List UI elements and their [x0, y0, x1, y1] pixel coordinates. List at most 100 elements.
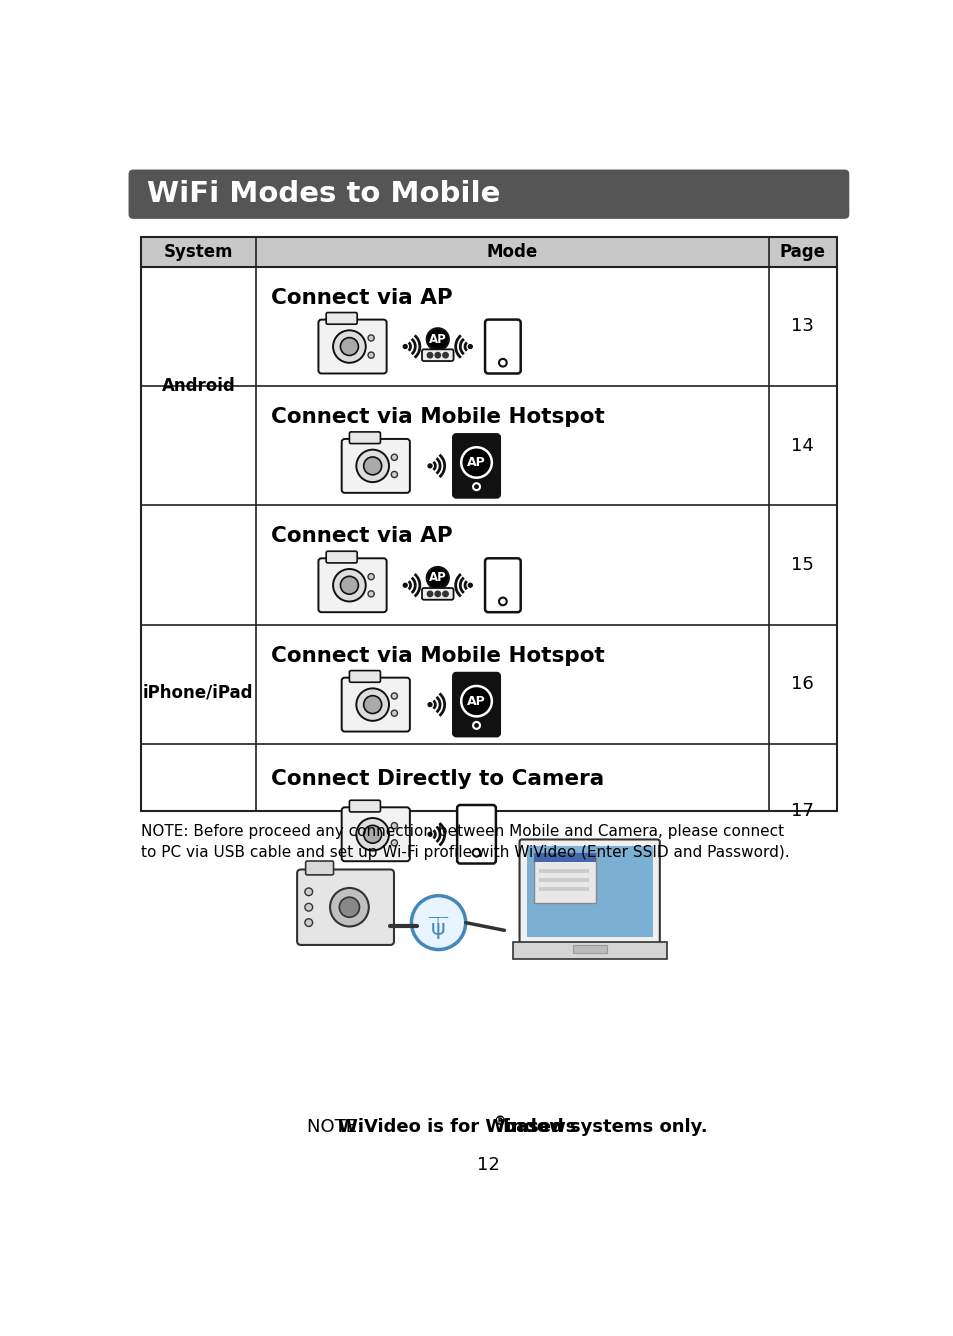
Text: 17: 17	[791, 803, 813, 820]
Circle shape	[473, 721, 479, 729]
Text: Connect via AP: Connect via AP	[271, 287, 453, 307]
FancyBboxPatch shape	[453, 673, 499, 736]
Circle shape	[442, 592, 448, 597]
Circle shape	[468, 345, 472, 349]
Text: 14: 14	[791, 437, 813, 454]
Text: Page: Page	[779, 243, 825, 261]
Circle shape	[339, 898, 359, 918]
Text: NOTE: Before proceed any connection between Mobile and Camera, please connect
to: NOTE: Before proceed any connection betw…	[141, 824, 789, 860]
Bar	[141, 238, 836, 267]
Circle shape	[340, 338, 358, 355]
Circle shape	[460, 448, 492, 478]
Circle shape	[428, 464, 432, 468]
FancyBboxPatch shape	[349, 432, 380, 444]
Text: 16: 16	[791, 675, 813, 693]
Circle shape	[426, 566, 448, 589]
FancyBboxPatch shape	[318, 558, 386, 612]
Text: Mode: Mode	[486, 243, 537, 261]
Text: Connect via Mobile Hotspot: Connect via Mobile Hotspot	[271, 645, 604, 665]
Circle shape	[426, 329, 448, 350]
FancyBboxPatch shape	[326, 313, 356, 325]
Text: iPhone/iPad: iPhone/iPad	[143, 683, 253, 701]
Bar	[538, 868, 589, 872]
FancyBboxPatch shape	[341, 807, 410, 862]
Circle shape	[391, 840, 397, 846]
Bar	[534, 852, 596, 862]
Circle shape	[391, 472, 397, 477]
Circle shape	[368, 335, 374, 341]
Circle shape	[428, 703, 432, 707]
Text: based systems only.: based systems only.	[497, 1118, 707, 1136]
Circle shape	[368, 353, 374, 358]
Circle shape	[391, 693, 397, 699]
Circle shape	[363, 696, 381, 713]
Circle shape	[498, 359, 506, 366]
FancyBboxPatch shape	[349, 800, 380, 812]
Circle shape	[333, 330, 365, 363]
Text: ─┬─: ─┬─	[428, 914, 448, 923]
Text: System: System	[163, 243, 233, 261]
Circle shape	[473, 484, 479, 490]
Circle shape	[428, 832, 432, 836]
Bar	[512, 942, 666, 959]
Circle shape	[363, 457, 381, 474]
Text: WiVideo is for Windows: WiVideo is for Windows	[337, 1118, 576, 1136]
Text: 15: 15	[791, 556, 813, 574]
Circle shape	[435, 353, 440, 358]
Text: 12: 12	[477, 1156, 499, 1174]
Text: 13: 13	[791, 317, 813, 335]
FancyBboxPatch shape	[326, 552, 356, 562]
Text: Connect via Mobile Hotspot: Connect via Mobile Hotspot	[271, 407, 604, 428]
FancyBboxPatch shape	[341, 677, 410, 732]
FancyBboxPatch shape	[484, 319, 520, 374]
Circle shape	[356, 688, 389, 721]
FancyBboxPatch shape	[296, 870, 394, 945]
Text: WiFi Modes to Mobile: WiFi Modes to Mobile	[147, 180, 500, 208]
Bar	[538, 878, 589, 882]
FancyBboxPatch shape	[421, 349, 453, 361]
Bar	[141, 238, 836, 811]
FancyBboxPatch shape	[349, 671, 380, 683]
Circle shape	[330, 888, 369, 926]
Circle shape	[340, 576, 358, 595]
Circle shape	[368, 573, 374, 580]
Circle shape	[391, 711, 397, 716]
Circle shape	[305, 888, 313, 895]
FancyBboxPatch shape	[318, 319, 386, 374]
FancyBboxPatch shape	[456, 806, 496, 863]
Circle shape	[427, 592, 433, 597]
FancyBboxPatch shape	[305, 860, 334, 875]
Bar	[526, 847, 652, 938]
Circle shape	[356, 818, 389, 851]
FancyBboxPatch shape	[421, 588, 453, 600]
Text: Connect via AP: Connect via AP	[271, 526, 453, 546]
Text: ψ: ψ	[431, 919, 445, 939]
Circle shape	[468, 584, 472, 587]
Circle shape	[368, 591, 374, 597]
Circle shape	[305, 919, 313, 926]
FancyBboxPatch shape	[519, 839, 659, 945]
Bar	[534, 852, 596, 903]
Circle shape	[472, 848, 480, 856]
Circle shape	[391, 454, 397, 461]
Circle shape	[435, 592, 440, 597]
Circle shape	[305, 903, 313, 911]
Circle shape	[403, 584, 407, 587]
Circle shape	[403, 345, 407, 349]
Circle shape	[427, 353, 433, 358]
Text: AP: AP	[429, 333, 446, 346]
FancyBboxPatch shape	[341, 440, 410, 493]
Text: AP: AP	[429, 572, 446, 584]
Bar	[572, 945, 606, 953]
Circle shape	[363, 826, 381, 843]
Circle shape	[356, 450, 389, 482]
Circle shape	[442, 353, 448, 358]
FancyBboxPatch shape	[484, 558, 520, 612]
FancyBboxPatch shape	[453, 434, 499, 497]
Text: AP: AP	[467, 456, 485, 469]
Text: AP: AP	[467, 695, 485, 708]
Circle shape	[460, 685, 492, 716]
Circle shape	[498, 597, 506, 605]
Circle shape	[333, 569, 365, 601]
Text: Connect Directly to Camera: Connect Directly to Camera	[271, 770, 604, 790]
